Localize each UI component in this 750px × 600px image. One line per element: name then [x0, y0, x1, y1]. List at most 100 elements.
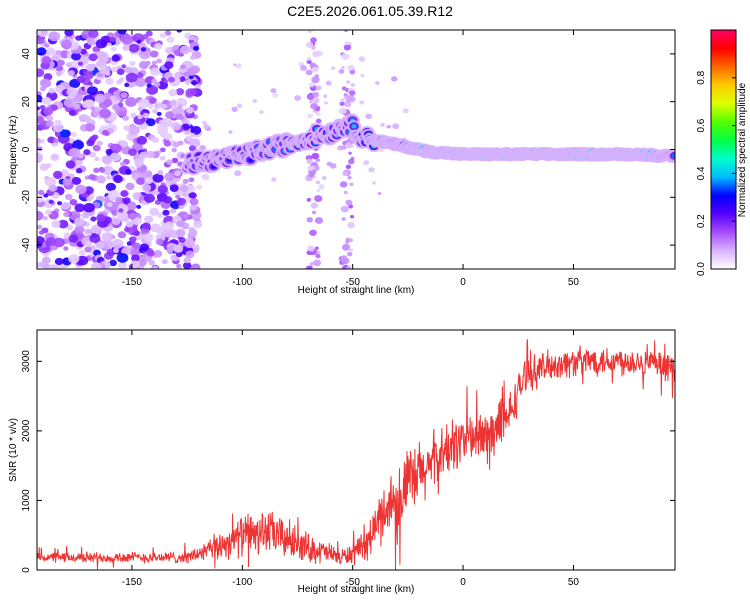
spectrogram-cell: [151, 265, 159, 269]
spectrogram-cell: [368, 167, 375, 173]
spectrogram-cell: [121, 34, 134, 45]
spectrogram-cell: [144, 177, 153, 185]
spectrogram-cell: [83, 202, 95, 213]
spectrogram-cell: [86, 37, 92, 42]
spectrogram-cell: [137, 114, 143, 120]
spectrogram-cell: [103, 98, 113, 107]
spectrogram-cell: [375, 81, 380, 85]
spectrogram-cell: [159, 155, 166, 161]
spectrogram-cell: [106, 175, 112, 180]
spectrogram-cell: [95, 51, 107, 60]
spectrogram-cell: [308, 82, 315, 88]
spectrogram-cell: [306, 217, 313, 223]
spectrogram-cell: [56, 71, 62, 77]
spectrogram-cell: [38, 243, 51, 254]
spectrogram-cell: [71, 52, 82, 61]
spectrogram-cell: [176, 197, 187, 206]
spectrogram-cell: [377, 191, 382, 196]
spectrogram-cell: [110, 46, 117, 52]
spectrogram-cell: [235, 63, 243, 69]
spectrogram-cell: [128, 148, 137, 156]
spectrogram-cell: [128, 212, 137, 220]
spectrogram-cell: [53, 237, 65, 248]
spectrogram-cell: [306, 197, 312, 202]
spectrogram-cell: [309, 100, 314, 104]
spectrogram-cell: [343, 30, 349, 33]
spectrogram-cell: [341, 52, 350, 60]
spectrogram-cell: [111, 66, 118, 73]
spectrogram-cell: [122, 44, 130, 51]
spectrogram-cell: [123, 197, 131, 204]
spectrogram-cell: [312, 92, 319, 98]
spectrogram-cell: [109, 143, 122, 154]
spectrogram-cell: [39, 78, 52, 88]
y-tick-label: -40: [21, 237, 32, 252]
spectrogram-cell: [72, 139, 84, 150]
spectrogram-cell: [189, 88, 198, 95]
spectrogram-cell: [171, 106, 183, 115]
spectrogram-cell: [109, 95, 116, 101]
spectrogram-cell: [68, 234, 79, 243]
spectrogram-cell: [116, 68, 125, 75]
colorbar-tick-label: 0.0: [696, 262, 707, 276]
spectrogram-cell: [130, 260, 140, 268]
spectrogram-cell: [360, 73, 365, 78]
spectrogram-cell: [65, 160, 76, 169]
spectrogram-cell: [169, 208, 177, 214]
spectrogram-cell: [95, 241, 105, 250]
colorbar-tick-label: 0.8: [696, 70, 707, 84]
spectrogram-cell: [48, 184, 58, 192]
spectrogram-cell: [142, 112, 150, 119]
x-tick-label: -100: [232, 577, 252, 588]
spectrogram-cell: [48, 88, 56, 94]
spectrogram-cell: [84, 240, 92, 247]
x-tick-label: 0: [460, 277, 466, 288]
spectrogram-cell: [330, 66, 336, 71]
spectrogram-cell: [300, 64, 308, 71]
spectrogram-cell: [117, 231, 127, 239]
spectrogram-cell: [341, 243, 351, 251]
spectrogram-cell: [171, 157, 179, 164]
spectrogram-y-axis-title: Frequency (Hz): [8, 116, 19, 185]
spectrogram-cell: [182, 178, 189, 184]
spectrogram-cell: [392, 123, 400, 130]
spectrogram-cell: [136, 39, 142, 44]
spectrogram-cell: [310, 37, 317, 43]
spectrogram-cell: [315, 254, 321, 259]
spectrogram-cell: [96, 213, 106, 222]
spectrogram-cell: [105, 182, 117, 192]
spectrogram-cell: [109, 36, 117, 43]
spectrogram-cell: [345, 164, 352, 170]
spectrogram-cell: [203, 123, 210, 130]
spectrogram-cell: [141, 184, 152, 192]
spectrogram-cell: [312, 96, 320, 103]
spectrogram-cell: [312, 50, 320, 58]
spectrogram-cell: [139, 49, 151, 60]
spectrogram-cell: [122, 115, 130, 121]
spectrogram-cell: [37, 110, 41, 117]
spectrogram-cell: [346, 265, 352, 269]
colorbar-tick-label: 0.6: [696, 118, 707, 132]
spectrogram-cell: [89, 233, 101, 243]
spectrogram-cell: [166, 247, 173, 252]
spectrogram-cell: [45, 163, 52, 169]
spectrogram-cell: [37, 106, 41, 111]
spectrogram-cell: [149, 50, 159, 58]
spectrogram-cell: [150, 67, 161, 76]
spectrogram-cell: [65, 62, 72, 68]
spectrogram-cell: [117, 261, 128, 269]
spectrogram-cell: [57, 219, 69, 229]
spectrogram-cell: [74, 217, 85, 227]
spectrogram-cell: [73, 103, 81, 110]
x-tick-label: -100: [232, 277, 252, 288]
spectrogram-cell: [310, 102, 318, 110]
x-tick-label: 50: [568, 277, 580, 288]
spectrogram-cell: [125, 220, 134, 228]
spectrogram-cell: [120, 190, 128, 197]
spectrogram-cell: [78, 113, 89, 122]
spectrogram-cell: [134, 157, 144, 167]
spectrogram-cell: [340, 205, 349, 213]
spectrogram-cell: [180, 64, 187, 70]
spectrogram-cell: [151, 136, 160, 144]
spectrogram-cell: [109, 259, 117, 267]
